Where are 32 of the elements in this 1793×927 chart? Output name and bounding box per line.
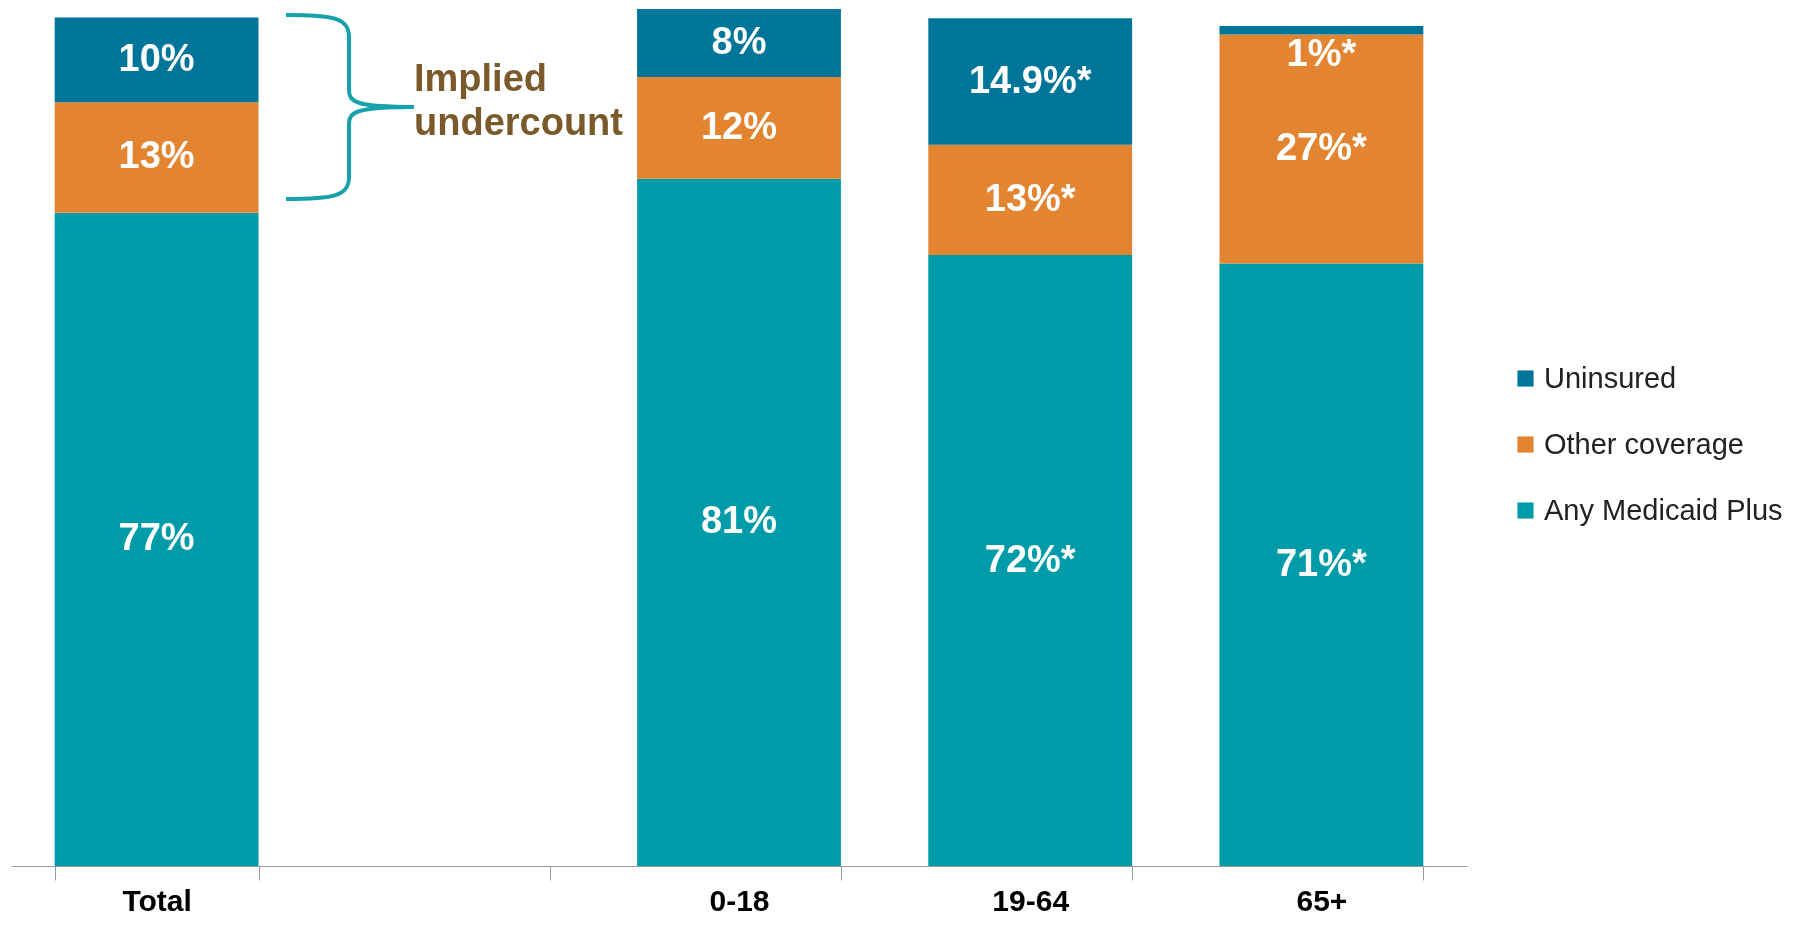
bar — [928, 18, 1133, 145]
bar — [637, 9, 841, 77]
x-tick-label: 65+ — [1296, 883, 1348, 917]
bar — [54, 17, 259, 103]
data-label: 10% — [118, 36, 195, 79]
legend-label: Other coverage — [1544, 427, 1744, 460]
bar — [54, 212, 259, 866]
data-label: 27%* — [1275, 126, 1368, 168]
data-label: 13% — [118, 134, 195, 177]
data-label: 1%* — [1286, 32, 1357, 75]
bar — [637, 178, 841, 866]
data-label: 13%* — [984, 176, 1076, 219]
annotation: Implied undercount — [414, 56, 624, 144]
bar — [928, 144, 1133, 256]
data-label: 8% — [711, 19, 767, 62]
bar — [54, 102, 259, 213]
legend-label: Any Medicaid Plus — [1544, 493, 1783, 526]
data-label: 77% — [118, 516, 195, 559]
x-tick-label: Total — [122, 883, 192, 917]
bar — [1219, 263, 1424, 866]
bar — [637, 76, 841, 179]
x-tick-label: 0-18 — [709, 883, 770, 917]
data-label: 12% — [700, 104, 778, 147]
bar — [1219, 34, 1424, 264]
data-label: 71%* — [1275, 541, 1368, 584]
data-label: 14.9%* — [968, 58, 1092, 101]
bar — [928, 255, 1133, 866]
x-tick-label: 19-64 — [992, 883, 1070, 917]
data-label: 81% — [700, 499, 778, 542]
legend-label: Uninsured — [1544, 361, 1677, 394]
bar — [1219, 25, 1424, 35]
data-label: 72%* — [984, 537, 1076, 580]
